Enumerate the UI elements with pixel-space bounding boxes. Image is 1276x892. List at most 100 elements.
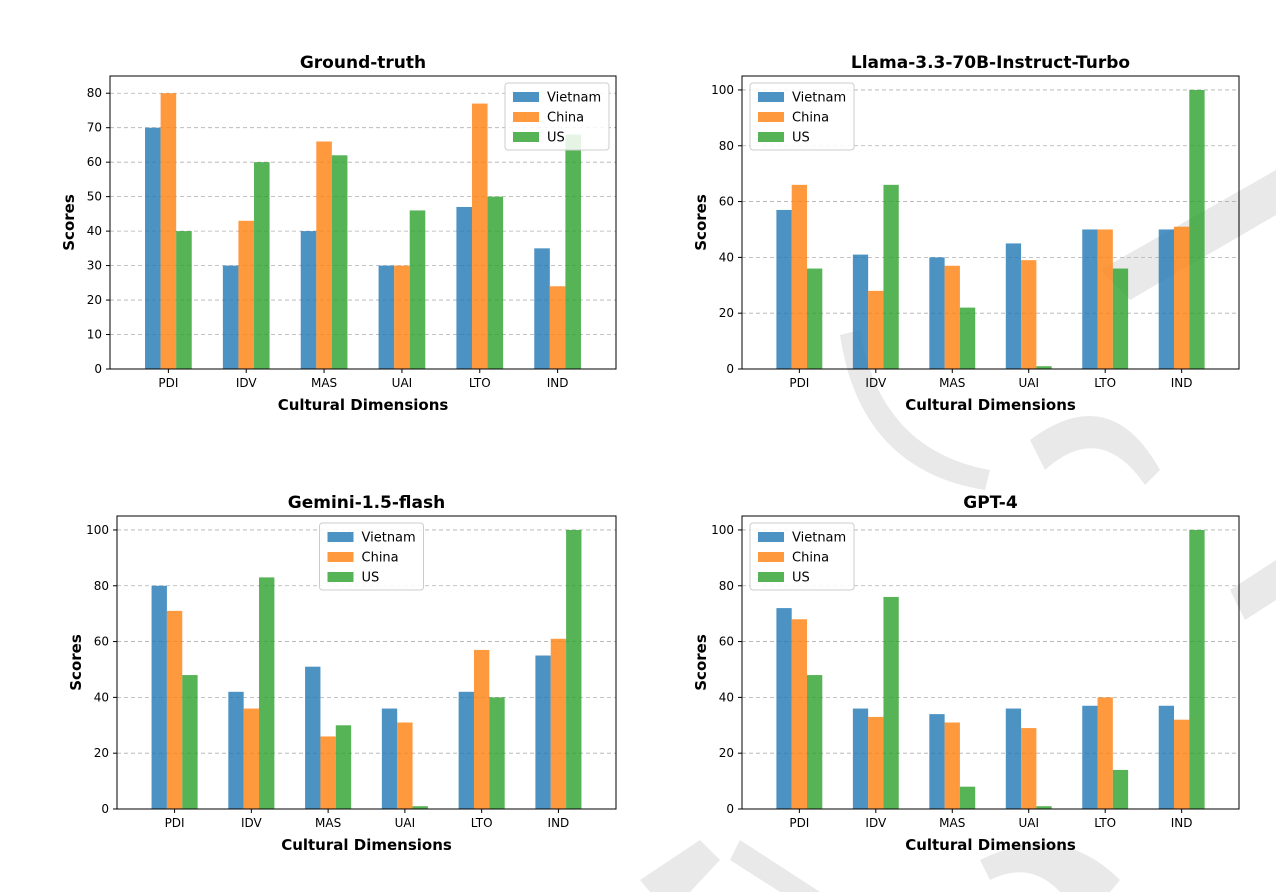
y-tick-label: 20 xyxy=(719,306,734,320)
bar-us-mas xyxy=(959,307,976,369)
x-tick-label: IND xyxy=(1171,376,1193,390)
y-tick-label: 100 xyxy=(711,83,734,97)
bar-vietnam-pdi xyxy=(145,127,161,370)
legend-swatch-china xyxy=(513,112,539,122)
x-tick-label: LTO xyxy=(469,376,491,390)
bar-china-ind xyxy=(1174,226,1190,369)
bar-china-uai xyxy=(394,265,410,369)
bar-vietnam-uai xyxy=(381,708,398,809)
chart-title: Gemini-1.5-flash xyxy=(288,493,445,513)
bar-us-lto xyxy=(1112,268,1129,369)
legend: Vietnam China US xyxy=(319,522,424,591)
y-tick-label: 0 xyxy=(101,802,109,816)
y-tick-label: 20 xyxy=(719,746,734,760)
legend: Vietnam China US xyxy=(504,82,610,151)
bar-us-lto xyxy=(1112,769,1129,809)
bar-china-pdi xyxy=(791,184,807,369)
x-tick-label: PDI xyxy=(158,376,178,390)
x-tick-label: UAI xyxy=(1018,816,1039,830)
x-tick-label: MAS xyxy=(939,816,965,830)
legend-label-us: US xyxy=(362,571,380,586)
bar-china-idv xyxy=(238,220,255,369)
bar-vietnam-idv xyxy=(228,691,244,809)
x-tick-label: PDI xyxy=(165,816,185,830)
legend-label-china: China xyxy=(792,111,829,126)
y-tick-label: 80 xyxy=(94,579,109,593)
y-tick-label: 10 xyxy=(87,328,102,342)
watermark-stroke xyxy=(640,840,720,892)
bar-vietnam-lto xyxy=(456,206,472,369)
legend-swatch-china xyxy=(327,552,354,562)
y-tick-label: 50 xyxy=(87,190,102,204)
watermark-stroke xyxy=(1230,560,1276,620)
bar-us-lto xyxy=(487,196,504,369)
y-tick-label: 70 xyxy=(87,121,102,135)
y-axis-label: Scores xyxy=(60,194,78,251)
bar-vietnam-mas xyxy=(929,257,945,369)
bar-china-idv xyxy=(868,290,884,369)
y-tick-label: 30 xyxy=(87,259,102,273)
bar-vietnam-idv xyxy=(222,265,239,369)
y-tick-label: 40 xyxy=(94,690,109,704)
bar-china-mas xyxy=(316,141,332,369)
legend-label-us: US xyxy=(547,131,565,146)
bar-us-mas xyxy=(959,786,976,809)
x-tick-label: IDV xyxy=(241,816,263,830)
bar-us-uai xyxy=(1036,806,1052,809)
watermark-stroke xyxy=(730,840,820,892)
plot-frame xyxy=(109,75,617,370)
y-tick-label: 40 xyxy=(719,690,734,704)
chart-panel-1: 0 10 20 30 40 50 60 70 80 PDI IDV MAS UAI LTO IND Groun… xyxy=(60,53,617,414)
y-tick-label: 60 xyxy=(94,635,109,649)
bar-us-lto xyxy=(489,697,505,809)
watermark-stroke xyxy=(980,844,1120,892)
x-tick-label: PDI xyxy=(789,376,809,390)
bar-us-uai xyxy=(1036,366,1052,369)
watermark-stroke xyxy=(1030,416,1160,485)
bar-china-mas xyxy=(944,722,960,809)
y-tick-label: 80 xyxy=(719,579,734,593)
legend-swatch-vietnam xyxy=(758,92,784,102)
bar-china-mas xyxy=(944,265,960,369)
bar-us-uai xyxy=(409,210,426,369)
bar-china-pdi xyxy=(160,93,177,369)
x-tick-label: UAI xyxy=(392,376,413,390)
x-tick-label: IDV xyxy=(236,376,258,390)
y-tick-label: 0 xyxy=(726,802,734,816)
legend-label-china: China xyxy=(362,551,399,566)
bar-china-pdi xyxy=(791,619,807,809)
bar-vietnam-lto xyxy=(458,691,474,809)
bar-us-idv xyxy=(259,577,275,809)
plot-frame xyxy=(741,75,1240,370)
y-tick-label: 100 xyxy=(711,523,734,537)
bar-vietnam-uai xyxy=(1005,243,1022,369)
y-tick-label: 20 xyxy=(94,746,109,760)
chart-title: GPT-4 xyxy=(963,493,1018,513)
bar-china-lto xyxy=(1097,229,1113,369)
bar-china-uai xyxy=(1021,260,1037,369)
bar-china-lto xyxy=(1097,697,1113,809)
x-tick-label: MAS xyxy=(939,376,965,390)
bar-china-ind xyxy=(550,638,567,809)
bar-vietnam-mas xyxy=(305,666,321,809)
x-tick-label: MAS xyxy=(315,816,341,830)
legend-swatch-us xyxy=(513,132,539,142)
bar-china-uai xyxy=(1021,728,1037,809)
x-tick-label: LTO xyxy=(1094,376,1116,390)
x-tick-label: MAS xyxy=(311,376,337,390)
chart-title: Ground-truth xyxy=(300,53,426,73)
bar-vietnam-pdi xyxy=(151,585,167,809)
bar-vietnam-mas xyxy=(300,231,317,369)
y-tick-label: 20 xyxy=(87,293,102,307)
plot-frame xyxy=(116,515,617,810)
legend-swatch-us xyxy=(758,572,784,582)
bar-vietnam-pdi xyxy=(776,209,792,369)
y-tick-label: 40 xyxy=(87,224,102,238)
bar-china-uai xyxy=(397,722,413,809)
bar-us-mas xyxy=(335,725,352,809)
bar-china-mas xyxy=(320,736,336,809)
bar-us-uai xyxy=(412,806,428,809)
legend-swatch-vietnam xyxy=(513,92,539,102)
bar-us-pdi xyxy=(806,675,823,809)
